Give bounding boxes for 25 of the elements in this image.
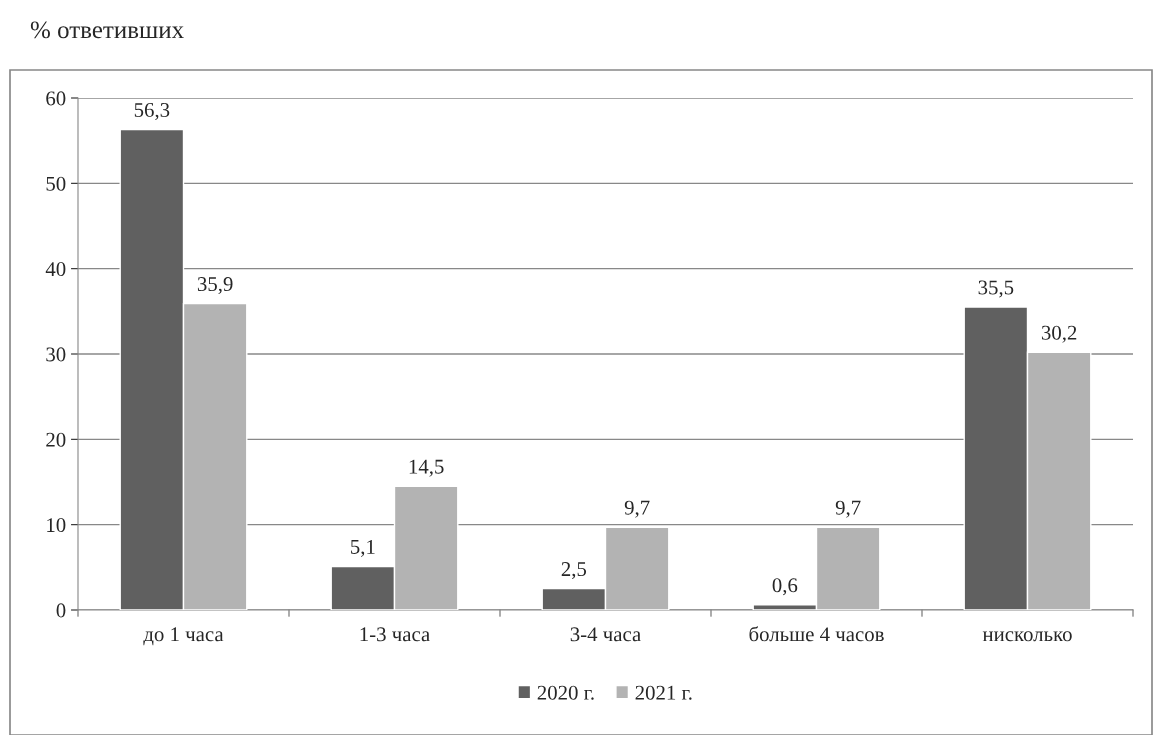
legend-label: 2020 г. bbox=[537, 685, 594, 700]
y-tick-label: 20 bbox=[46, 432, 66, 447]
data-label: 30,2 bbox=[1041, 325, 1077, 343]
data-label: 9,7 bbox=[835, 500, 861, 518]
x-tick-label: нисколько bbox=[982, 631, 1072, 642]
data-label: 14,5 bbox=[409, 459, 444, 477]
data-label: 9,7 bbox=[624, 500, 650, 518]
data-label: 56,3 bbox=[134, 103, 170, 121]
data-label: 2,5 bbox=[561, 562, 587, 580]
y-tick-label: 60 bbox=[46, 91, 66, 106]
data-label: 35,5 bbox=[978, 280, 1014, 298]
y-tick-label: 40 bbox=[45, 262, 66, 277]
data-label: 5,1 bbox=[351, 539, 375, 557]
y-tick-label: 30 bbox=[46, 347, 66, 362]
legend-label: 2021 г. bbox=[635, 685, 692, 700]
chart-title: % ответивших bbox=[30, 21, 184, 39]
x-tick-label: 3-4 часа bbox=[570, 627, 641, 642]
x-tick-label: больше 4 часов bbox=[749, 626, 884, 642]
data-label: 0,6 bbox=[772, 578, 798, 596]
y-tick-label: 0 bbox=[56, 603, 66, 618]
x-tick-label: 1-3 часа bbox=[360, 627, 430, 642]
y-tick-label: 50 bbox=[46, 176, 66, 191]
data-label: 35,9 bbox=[197, 277, 233, 295]
x-tick-label: до 1 часа bbox=[143, 627, 224, 646]
y-tick-label: 10 bbox=[47, 518, 66, 533]
